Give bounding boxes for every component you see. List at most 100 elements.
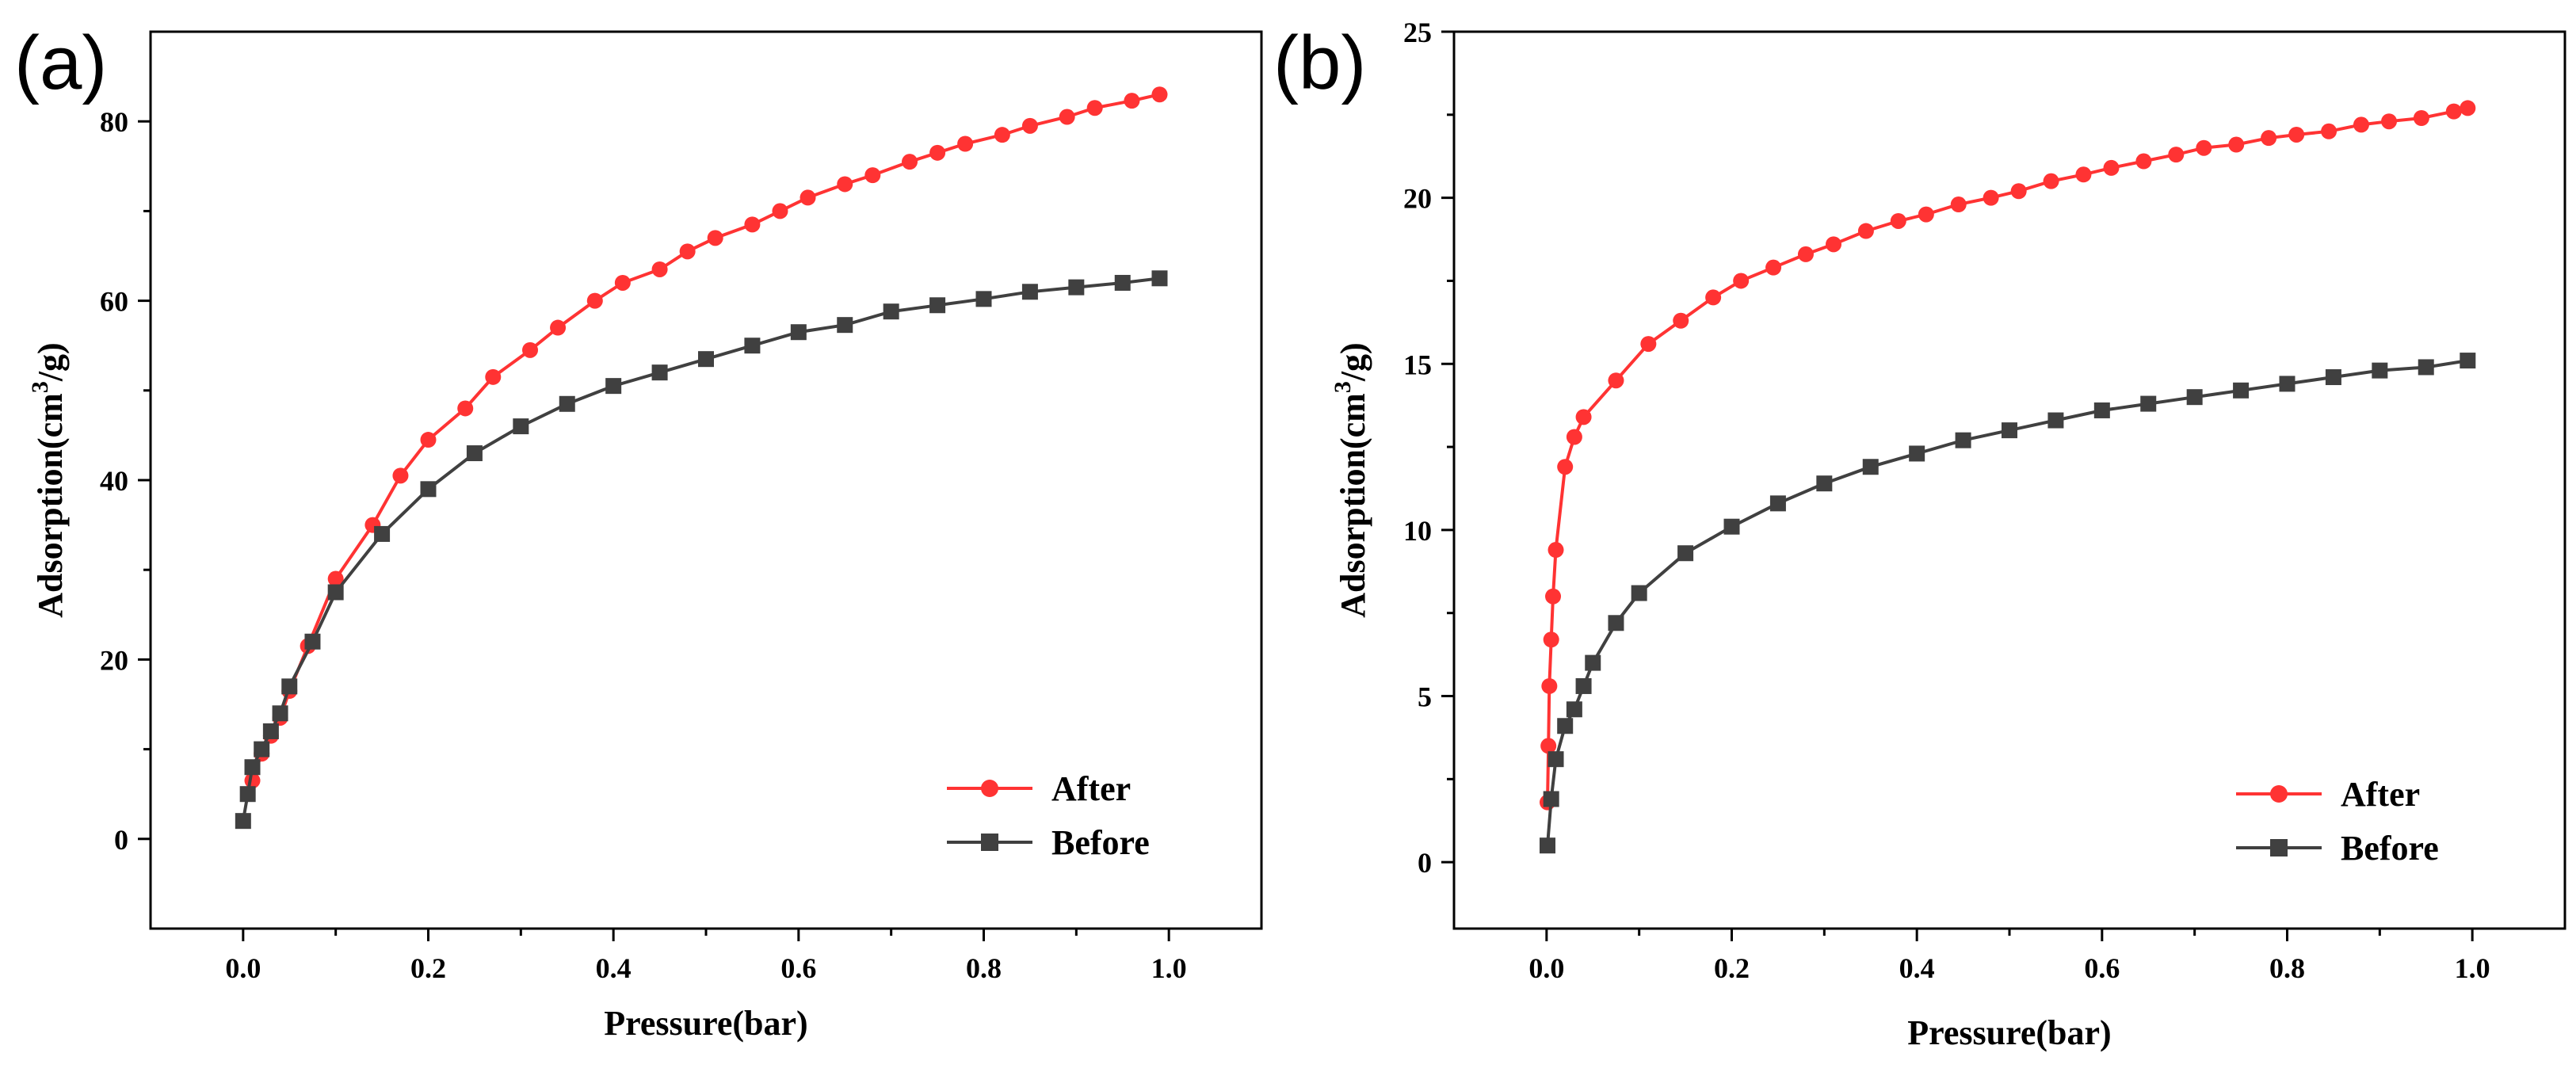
- data-point: [2353, 116, 2369, 133]
- data-point: [1950, 196, 1967, 213]
- chart-panel-a: (a) 0.0 0.2 0.4 0.6 0.8 1.0 0 20 40 60 80 Pressure(b…: [14, 21, 1263, 1043]
- data-point: [1543, 791, 1559, 807]
- data-point: [1608, 615, 1624, 631]
- data-point: [707, 230, 723, 246]
- legend-entry-before: Before: [2236, 829, 2439, 868]
- data-point: [790, 324, 807, 341]
- data-point: [1114, 274, 1131, 291]
- data-point: [772, 203, 788, 219]
- data-point: [327, 584, 344, 601]
- data-point: [2372, 362, 2388, 379]
- data-point: [513, 418, 529, 435]
- data-point: [1540, 738, 1557, 754]
- y-axis-label-main: Adsorption(cm: [31, 393, 70, 618]
- data-point: [679, 243, 696, 260]
- data-point: [651, 261, 668, 277]
- data-point: [1543, 631, 1559, 648]
- x-tick-label: 0.2: [410, 952, 446, 984]
- y-axis-label-tail: /g): [31, 342, 70, 382]
- data-point: [327, 570, 344, 587]
- series-before: [1540, 353, 2476, 854]
- data-point: [1765, 259, 1782, 276]
- y-axis-label-sup: 3: [1330, 381, 1356, 393]
- x-axis-label: Pressure(bar): [1907, 1013, 2111, 1052]
- y-tick-label: 10: [1403, 515, 1432, 547]
- series-after: [1540, 100, 2476, 811]
- y-tick-label: 20: [100, 644, 128, 676]
- data-point: [2233, 382, 2250, 399]
- x-tick-label: 0.4: [1899, 952, 1935, 984]
- data-point: [651, 364, 668, 381]
- data-point: [2047, 412, 2064, 429]
- data-point: [1640, 336, 1657, 353]
- data-point: [902, 154, 918, 170]
- panel-label: (a): [14, 21, 107, 105]
- data-point: [1862, 459, 1879, 475]
- data-point: [586, 292, 603, 309]
- data-point: [1769, 495, 1786, 512]
- legend-label: After: [2341, 775, 2420, 814]
- data-point: [2186, 389, 2203, 406]
- series-line: [1546, 106, 2468, 803]
- x-tick-label: 0.2: [1714, 952, 1750, 984]
- data-point: [975, 291, 992, 307]
- y-axis-label: Adsorption(cm3/g): [27, 342, 70, 617]
- y-tick-label: 0: [114, 824, 128, 856]
- y-axis-label: Adsorption(cm3/g): [1330, 342, 1372, 617]
- data-point: [1890, 212, 1906, 229]
- panel-label: (b): [1273, 21, 1366, 105]
- data-point: [2043, 173, 2059, 189]
- data-point: [1857, 223, 1874, 239]
- x-tick-label: 1.0: [1151, 952, 1187, 984]
- data-point: [864, 167, 881, 184]
- data-point: [1909, 445, 1925, 462]
- data-point: [1608, 372, 1624, 389]
- legend-label: After: [1051, 769, 1131, 808]
- data-point: [994, 127, 1010, 143]
- data-point: [614, 274, 631, 291]
- data-point: [374, 525, 391, 542]
- data-point: [1631, 585, 1647, 601]
- data-point: [929, 297, 946, 314]
- series-before: [235, 270, 1168, 830]
- data-point: [1151, 270, 1168, 287]
- data-point: [239, 786, 256, 803]
- data-point: [1826, 236, 1842, 253]
- legend-entry-before: Before: [947, 823, 1150, 862]
- data-point: [1723, 518, 1740, 535]
- data-point: [1566, 429, 1582, 445]
- data-point: [559, 395, 575, 412]
- data-point: [2381, 113, 2398, 130]
- data-point: [281, 678, 298, 695]
- legend-marker: [981, 780, 998, 797]
- data-point: [2288, 126, 2305, 143]
- data-point: [244, 759, 261, 776]
- data-point: [457, 400, 474, 417]
- data-point: [2140, 395, 2157, 412]
- data-point: [1557, 459, 1574, 475]
- data-point: [420, 481, 437, 498]
- legend-entry-after: After: [947, 769, 1131, 808]
- data-point: [262, 723, 279, 739]
- data-point: [2168, 147, 2185, 163]
- data-point: [605, 378, 622, 395]
- y-axis-label-sup: 3: [27, 381, 53, 393]
- data-point: [2279, 376, 2296, 392]
- data-point: [1545, 588, 1562, 605]
- data-point: [1548, 542, 1564, 559]
- data-point: [1548, 751, 1564, 768]
- data-point: [2002, 422, 2017, 439]
- y-tick-label: 25: [1403, 17, 1432, 48]
- data-point: [1575, 409, 1592, 425]
- data-point: [1585, 654, 1601, 671]
- data-point: [1557, 718, 1574, 734]
- data-point: [837, 176, 853, 193]
- x-tick-label: 0.0: [225, 952, 261, 984]
- data-point: [1059, 109, 1075, 125]
- data-point: [957, 135, 974, 152]
- data-point: [1151, 86, 1168, 103]
- data-point: [1068, 279, 1085, 296]
- data-point: [2445, 103, 2462, 120]
- series-after: [244, 86, 1168, 789]
